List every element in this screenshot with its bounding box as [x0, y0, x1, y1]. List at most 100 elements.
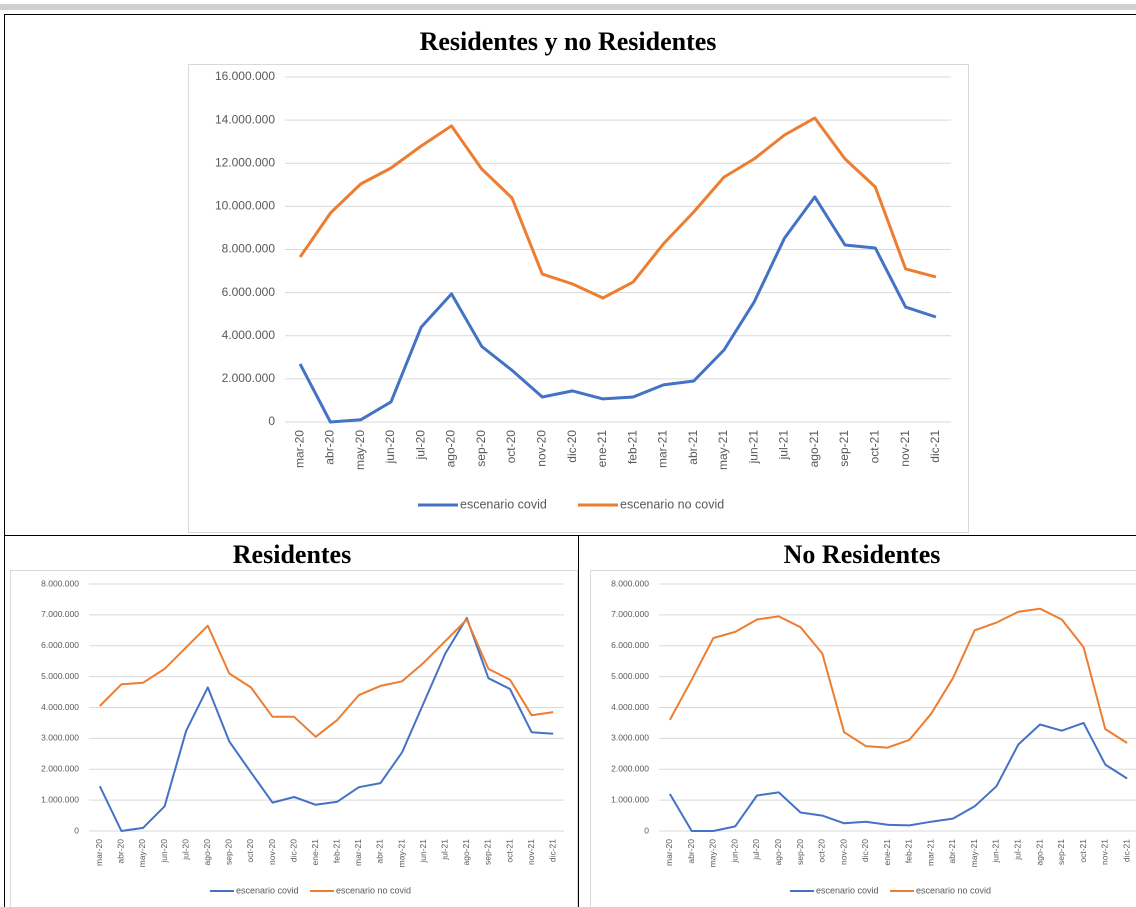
- y-tick-label: 4.000.000: [611, 702, 649, 712]
- x-tick-label: sep-20: [795, 839, 805, 865]
- x-tick-label: jul-21: [440, 839, 450, 861]
- series-line: [669, 607, 1128, 749]
- x-tick-label: sep-21: [1056, 839, 1066, 865]
- x-tick-label: ago-21: [461, 839, 471, 866]
- x-tick-label: jul-20: [413, 430, 427, 461]
- x-tick-label: abr-20: [686, 839, 696, 864]
- y-tick-label: 1.000.000: [41, 794, 79, 804]
- x-tick-label: oct-21: [867, 430, 881, 464]
- y-tick-label: 5.000.000: [41, 671, 79, 681]
- x-tick-label: jul-20: [180, 839, 190, 861]
- x-tick-label: abr-21: [686, 430, 700, 465]
- x-tick-label: oct-21: [1078, 839, 1088, 863]
- y-tick-label: 4.000.000: [222, 328, 276, 342]
- x-tick-label: jun-20: [383, 430, 397, 465]
- x-tick-label: abr-20: [116, 839, 126, 864]
- y-tick-label: 8.000.000: [222, 242, 276, 256]
- x-tick-label: ago-20: [202, 839, 212, 866]
- y-tick-label: 3.000.000: [41, 733, 79, 743]
- legend-label: escenario no covid: [620, 497, 724, 511]
- x-tick-label: mar-21: [925, 839, 935, 866]
- x-tick-label: feb-21: [625, 430, 639, 464]
- x-tick-label: nov-20: [534, 430, 548, 467]
- y-tick-label: 3.000.000: [611, 733, 649, 743]
- chart-title: No Residentes: [784, 540, 941, 569]
- x-tick-label: nov-21: [898, 430, 912, 467]
- x-tick-label: ago-21: [1034, 839, 1044, 866]
- legend-label: escenario covid: [816, 885, 879, 895]
- x-tick-label: jul-21: [1013, 839, 1023, 861]
- x-tick-label: sep-21: [837, 430, 851, 467]
- y-tick-label: 6.000.000: [222, 285, 276, 299]
- x-tick-label: may-20: [137, 839, 147, 868]
- x-tick-label: oct-20: [817, 839, 827, 863]
- x-tick-label: dic-20: [565, 430, 579, 463]
- y-tick-label: 8.000.000: [611, 578, 649, 588]
- y-tick-label: 2.000.000: [611, 764, 649, 774]
- table-borders: [4, 14, 1136, 907]
- x-tick-label: nov-20: [267, 839, 277, 865]
- x-tick-label: ene-21: [595, 430, 609, 468]
- series-line: [99, 618, 554, 738]
- x-tick-label: ene-21: [310, 839, 320, 866]
- x-tick-label: sep-20: [224, 839, 234, 865]
- x-tick-label: abr-21: [375, 839, 385, 864]
- y-tick-label: 10.000.000: [215, 199, 275, 213]
- y-tick-label: 2.000.000: [222, 371, 276, 385]
- y-tick-label: 4.000.000: [41, 702, 79, 712]
- chart-title: Residentes y no Residentes: [420, 27, 717, 56]
- legend-label: escenario no covid: [336, 885, 411, 895]
- series-line: [669, 721, 1128, 832]
- x-tick-label: mar-20: [664, 839, 674, 866]
- x-tick-label: may-21: [716, 430, 730, 470]
- series-line: [98, 617, 554, 832]
- x-tick-label: oct-20: [504, 430, 518, 464]
- x-tick-label: oct-20: [245, 839, 255, 863]
- chart-title: Residentes: [233, 540, 351, 569]
- x-tick-label: jun-21: [746, 430, 760, 465]
- x-tick-label: may-21: [969, 839, 979, 868]
- y-tick-label: 6.000.000: [41, 640, 79, 650]
- x-tick-label: mar-20: [94, 839, 104, 866]
- series-line: [298, 195, 937, 424]
- x-tick-label: mar-20: [292, 430, 306, 468]
- y-tick-label: 6.000.000: [611, 640, 649, 650]
- y-tick-label: 0: [74, 825, 79, 835]
- y-tick-label: 5.000.000: [611, 671, 649, 681]
- y-tick-label: 2.000.000: [41, 764, 79, 774]
- legend-label: escenario no covid: [916, 885, 991, 895]
- y-tick-label: 7.000.000: [611, 609, 649, 619]
- x-tick-label: abr-21: [947, 839, 957, 864]
- x-tick-label: dic-20: [288, 839, 298, 862]
- x-tick-label: abr-20: [323, 430, 337, 465]
- x-tick-label: ene-21: [882, 839, 892, 866]
- x-tick-label: jun-21: [991, 839, 1001, 864]
- legend-label: escenario covid: [236, 885, 299, 895]
- x-tick-label: mar-21: [353, 839, 363, 866]
- y-tick-label: 8.000.000: [41, 578, 79, 588]
- y-tick-label: 12.000.000: [215, 155, 275, 169]
- x-tick-label: feb-21: [332, 839, 342, 863]
- x-tick-label: dic-21: [547, 839, 557, 862]
- x-tick-label: sep-21: [483, 839, 493, 865]
- x-tick-label: ago-21: [807, 430, 821, 468]
- chart-boxes: [10, 64, 1136, 907]
- y-tick-label: 16.000.000: [215, 69, 275, 83]
- x-tick-label: jun-20: [729, 839, 739, 864]
- y-tick-label: 0: [644, 825, 649, 835]
- x-tick-label: may-20: [353, 430, 367, 470]
- x-tick-label: sep-20: [474, 430, 488, 467]
- x-tick-label: nov-21: [1100, 839, 1110, 865]
- x-tick-label: ago-20: [773, 839, 783, 866]
- y-tick-label: 0: [268, 414, 275, 428]
- y-tick-label: 1.000.000: [611, 794, 649, 804]
- x-tick-label: dic-21: [1121, 839, 1131, 862]
- x-tick-label: may-20: [708, 839, 718, 868]
- x-tick-label: ago-20: [444, 430, 458, 468]
- series-line: [298, 116, 937, 300]
- top-bar: [0, 4, 1136, 10]
- x-tick-label: nov-20: [838, 839, 848, 865]
- x-tick-label: jun-21: [418, 839, 428, 864]
